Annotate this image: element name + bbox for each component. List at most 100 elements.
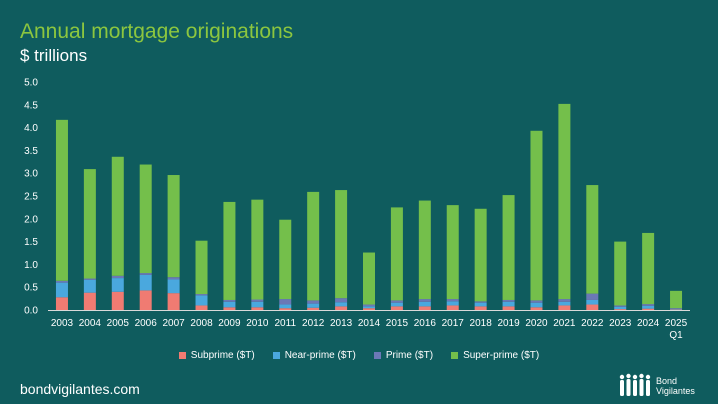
bar-segment-subprime bbox=[502, 306, 515, 310]
bar-segment-near-prime bbox=[55, 282, 68, 298]
bar-segment-prime bbox=[670, 308, 683, 310]
x-tick-label: 2005 bbox=[107, 318, 130, 329]
bar-segment-prime bbox=[251, 299, 264, 302]
bar-segment-subprime bbox=[363, 308, 375, 310]
bar-segment-super-prime bbox=[418, 200, 431, 300]
bar-segment-prime bbox=[614, 305, 627, 307]
x-tick-label: 2024 bbox=[637, 318, 660, 329]
legend-item-near-prime: Near-prime ($T) bbox=[272, 350, 356, 361]
bar-segment-near-prime bbox=[474, 302, 487, 307]
legend-swatch-super-prime bbox=[451, 352, 459, 359]
bar-segment-super-prime bbox=[558, 103, 571, 300]
legend-label-near-prime: Near-prime ($T) bbox=[284, 350, 356, 361]
legend-swatch-prime bbox=[373, 352, 381, 359]
bar-segment-subprime bbox=[642, 308, 655, 310]
x-tick-label: 2013 bbox=[330, 318, 353, 329]
bar-segment-subprime bbox=[251, 307, 264, 310]
legend-item-prime: Prime ($T) bbox=[373, 350, 433, 361]
y-tick-label: 5.0 bbox=[24, 78, 38, 89]
bar-segment-subprime bbox=[530, 307, 543, 310]
y-tick-label: 4.5 bbox=[24, 100, 38, 111]
legend-label-super-prime: Super-prime ($T) bbox=[463, 350, 540, 361]
bar-segment-prime bbox=[167, 277, 180, 280]
bar-segment-prime bbox=[363, 304, 375, 307]
bar-segment-prime bbox=[307, 300, 320, 304]
logo-line-2: Vigilantes bbox=[656, 386, 695, 396]
x-tick-label: 2009 bbox=[218, 318, 241, 329]
footer-site-link[interactable]: bondvigilantes.com bbox=[20, 381, 140, 397]
bar-segment-subprime bbox=[474, 306, 487, 310]
x-tick-label: 2016 bbox=[414, 318, 437, 329]
y-tick-label: 2.0 bbox=[24, 214, 38, 225]
bar-segment-prime bbox=[586, 293, 599, 300]
bar-segment-subprime bbox=[195, 305, 208, 310]
bar-segment-super-prime bbox=[307, 191, 320, 301]
y-tick-label: 4.0 bbox=[24, 123, 38, 134]
bar-segment-super-prime bbox=[530, 130, 543, 301]
bar-segment-near-prime bbox=[642, 305, 655, 309]
x-tick-label: 2022 bbox=[581, 318, 604, 329]
bar-segment-super-prime bbox=[390, 207, 403, 301]
bar-segment-subprime bbox=[111, 291, 124, 310]
bar-segment-subprime bbox=[167, 293, 180, 310]
chart-title: Annual mortgage originations bbox=[20, 20, 294, 43]
x-tick-label: 2015 bbox=[386, 318, 409, 329]
x-tick-label: Q1 bbox=[669, 330, 683, 341]
bar-segment-prime bbox=[83, 278, 96, 280]
x-tick-label: 2007 bbox=[162, 318, 185, 329]
x-tick-label: 2012 bbox=[302, 318, 325, 329]
x-tick-label: 2017 bbox=[442, 318, 465, 329]
legend-swatch-near-prime bbox=[272, 352, 280, 359]
bar-segment-prime bbox=[55, 280, 68, 283]
logo-wordmark: Bond Vigilantes bbox=[656, 376, 695, 396]
bar-segment-subprime bbox=[307, 307, 320, 310]
legend-swatch-subprime bbox=[178, 352, 186, 359]
bar-segment-super-prime bbox=[642, 232, 655, 305]
y-tick-label: 3.0 bbox=[24, 169, 38, 180]
y-tick-label: 3.5 bbox=[24, 146, 38, 157]
bar-segment-prime bbox=[223, 299, 236, 302]
bond-vigilantes-logo: Bond Vigilantes bbox=[618, 372, 695, 396]
legend-item-super-prime: Super-prime ($T) bbox=[451, 350, 539, 361]
bar-segment-prime bbox=[111, 275, 124, 279]
bar-segment-super-prime bbox=[474, 208, 487, 302]
bar-segment-prime bbox=[530, 300, 543, 303]
x-tick-label: 2004 bbox=[79, 318, 102, 329]
bar-segment-subprime bbox=[83, 292, 96, 310]
bar-segment-super-prime bbox=[446, 205, 459, 300]
bar-segment-near-prime bbox=[139, 274, 152, 291]
x-tick-label: 2025 bbox=[665, 318, 688, 329]
bar-segment-super-prime bbox=[586, 185, 599, 294]
bar-segment-super-prime bbox=[502, 195, 515, 300]
bar-segment-super-prime bbox=[83, 169, 96, 279]
bar-segment-subprime bbox=[390, 306, 403, 310]
bar-segment-near-prime bbox=[167, 279, 180, 294]
y-tick-label: 0.0 bbox=[24, 306, 38, 317]
y-tick-label: 1.5 bbox=[24, 237, 38, 248]
bar-segment-prime bbox=[558, 299, 571, 302]
x-tick-label: 2018 bbox=[470, 318, 493, 329]
bar-segment-near-prime bbox=[307, 303, 320, 308]
bar-segment-prime bbox=[474, 301, 487, 303]
bar-segment-near-prime bbox=[363, 306, 375, 309]
bar-segment-super-prime bbox=[279, 219, 292, 300]
bar-segment-super-prime bbox=[335, 190, 348, 299]
bar-segment-subprime bbox=[279, 308, 292, 310]
bar-segment-super-prime bbox=[251, 199, 264, 300]
chart-legend: Subprime ($T) Near-prime ($T) Prime ($T)… bbox=[0, 350, 718, 361]
bar-segment-super-prime bbox=[670, 290, 683, 309]
x-tick-label: 2020 bbox=[525, 318, 548, 329]
bar-segment-prime bbox=[390, 300, 403, 303]
bar-segment-near-prime bbox=[446, 301, 459, 306]
y-tick-label: 1.0 bbox=[24, 260, 38, 271]
y-tick-label: 2.5 bbox=[24, 192, 38, 203]
bar-segment-prime bbox=[195, 294, 208, 296]
x-tick-label: 2011 bbox=[275, 318, 297, 329]
bar-segment-near-prime bbox=[418, 301, 431, 307]
bar-segment-subprime bbox=[586, 304, 599, 310]
bar-segment-subprime bbox=[223, 307, 236, 310]
bar-segment-super-prime bbox=[363, 252, 375, 305]
bar-segment-subprime bbox=[614, 309, 627, 310]
bar-segment-near-prime bbox=[586, 299, 599, 305]
